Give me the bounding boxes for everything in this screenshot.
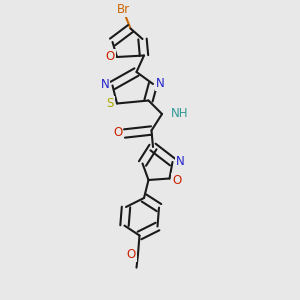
Text: N: N [156, 77, 165, 90]
Text: N: N [176, 155, 184, 168]
Text: O: O [172, 173, 182, 187]
Text: NH: NH [171, 106, 188, 120]
Text: O: O [106, 50, 115, 63]
Text: S: S [107, 97, 114, 110]
Text: O: O [127, 248, 136, 261]
Text: N: N [100, 78, 109, 92]
Text: O: O [113, 126, 122, 139]
Text: Br: Br [116, 3, 130, 16]
